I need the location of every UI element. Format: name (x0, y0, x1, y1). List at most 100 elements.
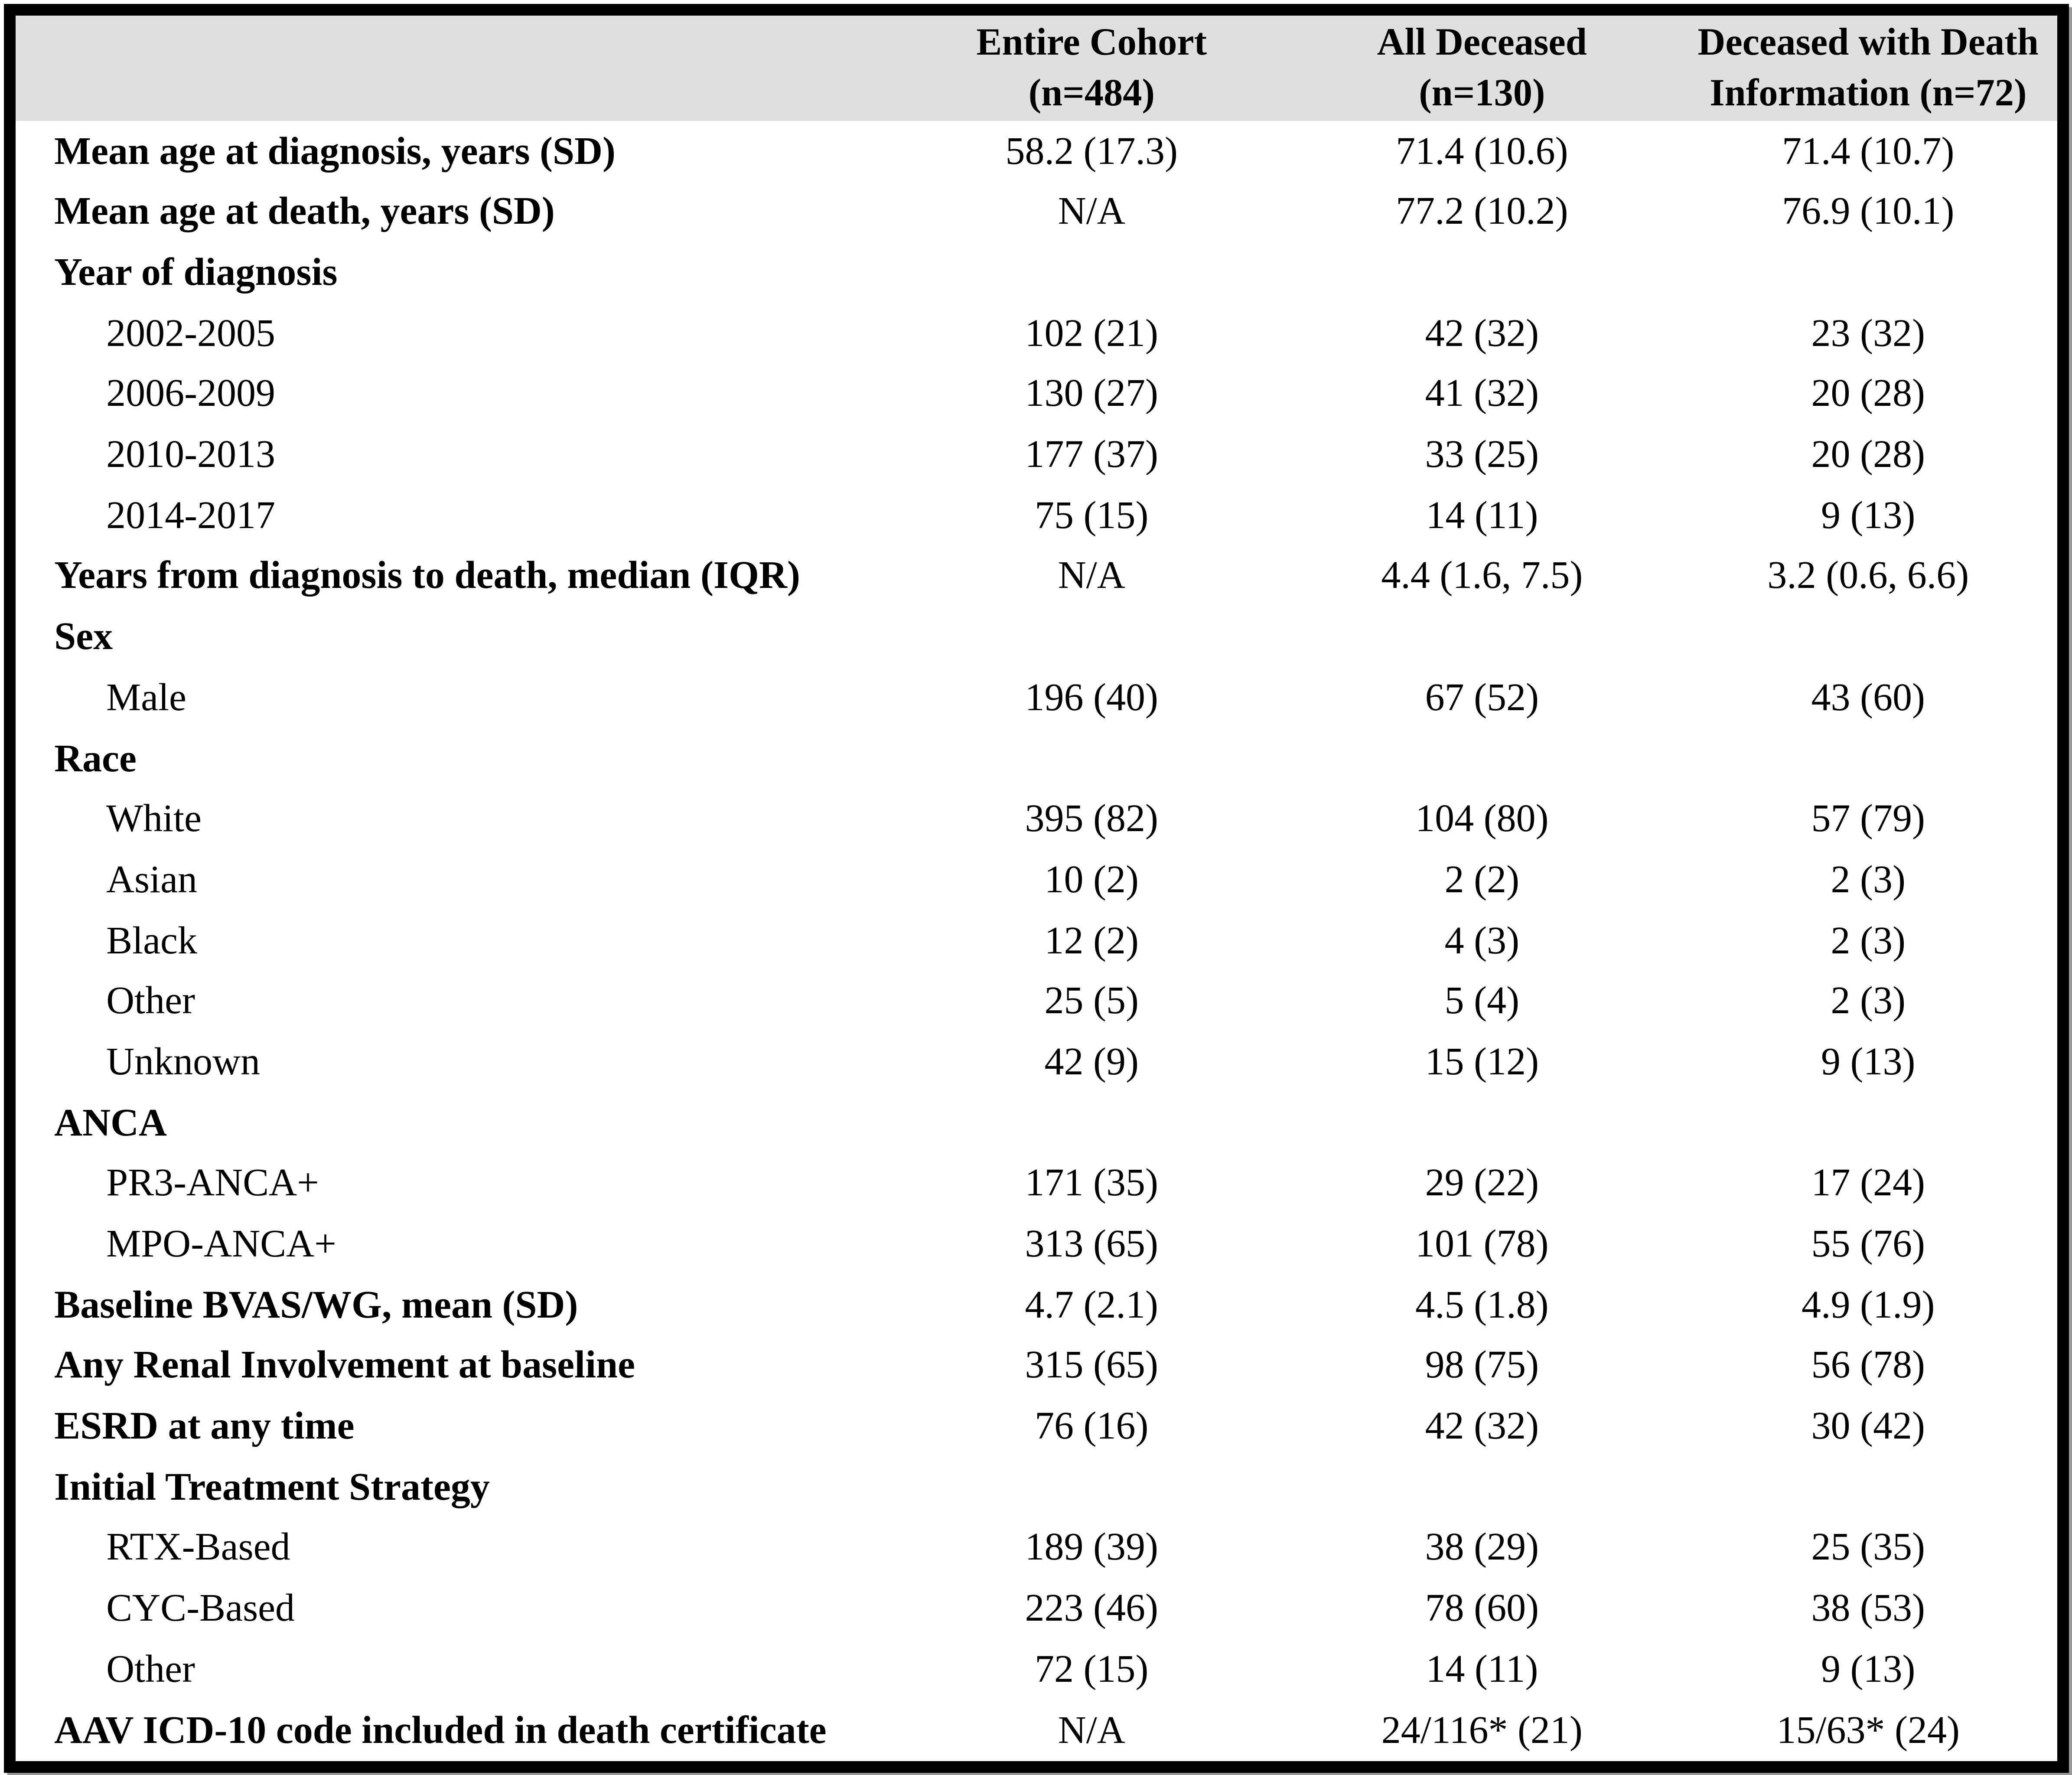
table-row: Year of diagnosis (10, 243, 2063, 303)
table-row: Any Renal Involvement at baseline 315 (65… (10, 1336, 2063, 1397)
row-label: 2010-2013 (106, 433, 276, 476)
cell-value: N/A (1058, 190, 1125, 233)
cell-value: 15/63* (24) (1776, 1708, 1960, 1752)
table-row: Unknown 42 (9) 15 (12) 9 (13) (10, 1032, 2063, 1093)
cell-value: 395 (82) (1025, 797, 1158, 841)
cell-value: 9 (13) (1821, 1648, 1916, 1691)
column-header-all-deceased: All Deceased (n=130) (1284, 10, 1680, 121)
header-row: Entire Cohort (n=484) All Deceased (n=13… (9, 10, 2063, 121)
cell-value (1284, 607, 1679, 668)
row-label: Asian (106, 858, 198, 901)
cell-value (899, 729, 1284, 790)
cell-value: 29 (22) (1425, 1162, 1539, 1205)
table-row: PR3-ANCA+ 171 (35) 29 (22) 17 (24) (10, 1154, 2063, 1214)
row-label: Race (54, 737, 137, 780)
header-empty-cell (9, 10, 899, 121)
cell-value: 58.2 (17.3) (1005, 129, 1178, 173)
cell-value: 104 (80) (1415, 797, 1549, 841)
cell-value: 77.2 (10.2) (1396, 190, 1568, 233)
cell-value: 25 (5) (1044, 979, 1139, 1023)
row-label: White (106, 797, 202, 841)
table-row: ESRD at any time 76 (16) 42 (32) 30 (42) (10, 1397, 2063, 1457)
cell-value (1679, 607, 2062, 668)
table-row: Other 25 (5) 5 (4) 2 (3) (10, 972, 2063, 1032)
cell-value: 2 (2) (1444, 858, 1520, 901)
row-label: Unknown (106, 1040, 261, 1083)
cell-value: 41 (32) (1425, 372, 1539, 416)
table-row: Years from diagnosis to death, median (I… (10, 546, 2063, 607)
table-row: MPO-ANCA+ 313 (65) 101 (78) 55 (76) (10, 1214, 2063, 1275)
cell-value: 33 (25) (1425, 433, 1539, 476)
table-row: Baseline BVAS/WG, mean (SD) 4.7 (2.1) 4.5 … (10, 1275, 2063, 1336)
row-label: Sex (54, 615, 113, 659)
cell-value: 43 (60) (1811, 676, 1925, 719)
cell-value: 75 (15) (1035, 494, 1149, 537)
cell-value: 55 (76) (1811, 1223, 1925, 1266)
cell-value: 24/116* (21) (1381, 1708, 1583, 1752)
cell-value (1679, 243, 2062, 303)
row-label: Mean age at diagnosis, years (SD) (54, 129, 616, 173)
cell-value: 196 (40) (1025, 676, 1158, 719)
cell-value: 4.4 (1.6, 7.5) (1381, 555, 1583, 598)
row-label: CYC-Based (106, 1587, 295, 1630)
column-header-entire-cohort: Entire Cohort (n=484) (899, 10, 1285, 121)
table-row: 2014-2017 75 (15) 14 (11) 9 (13) (10, 486, 2063, 546)
row-label: Mean age at death, years (SD) (54, 190, 555, 233)
table-row: Race (10, 729, 2063, 790)
cell-value: 189 (39) (1025, 1526, 1158, 1569)
cell-value (1679, 1093, 2062, 1154)
cell-value: N/A (1058, 555, 1125, 598)
row-label: Any Renal Involvement at baseline (54, 1344, 635, 1387)
cell-value (1679, 1457, 2062, 1518)
row-label: Black (106, 919, 198, 962)
table-row: Sex (10, 607, 2063, 668)
cell-value: 17 (24) (1811, 1162, 1925, 1205)
table-row: 2006-2009 130 (27) 41 (32) 20 (28) (10, 364, 2063, 425)
cell-value: 67 (52) (1425, 676, 1539, 719)
cell-value: 101 (78) (1415, 1223, 1549, 1266)
cell-value: 42 (32) (1425, 312, 1539, 355)
table-row: AAV ICD-10 code included in death certif… (10, 1700, 2063, 1767)
cell-value: 42 (9) (1044, 1040, 1139, 1083)
cell-value: N/A (1058, 1708, 1125, 1752)
cell-value (899, 1457, 1284, 1518)
cell-value: 223 (46) (1025, 1587, 1158, 1630)
table-row: Male 196 (40) 67 (52) 43 (60) (10, 668, 2063, 728)
cell-value: 20 (28) (1811, 433, 1925, 476)
cell-value (1284, 243, 1679, 303)
table-row: 2010-2013 177 (37) 33 (25) 20 (28) (10, 425, 2063, 486)
cell-value: 313 (65) (1025, 1223, 1158, 1266)
cell-value: 57 (79) (1811, 797, 1925, 841)
cell-value: 78 (60) (1425, 1587, 1539, 1630)
row-label: Other (106, 979, 195, 1023)
row-label: Male (106, 676, 186, 719)
table-row: CYC-Based 223 (46) 78 (60) 38 (53) (10, 1579, 2063, 1639)
row-label: RTX-Based (106, 1526, 290, 1569)
cell-value (1284, 729, 1679, 790)
cell-value: 9 (13) (1821, 494, 1916, 537)
cell-value: 98 (75) (1425, 1344, 1539, 1387)
cohort-characteristics-table: Entire Cohort (n=484) All Deceased (n=13… (3, 4, 2069, 1773)
cell-value: 38 (29) (1425, 1526, 1539, 1569)
row-label: ESRD at any time (54, 1405, 355, 1448)
cell-value: 76 (16) (1035, 1405, 1149, 1448)
table-row: Mean age at diagnosis, years (SD) 58.2 (1… (10, 121, 2063, 182)
cell-value: 4.7 (2.1) (1025, 1283, 1158, 1327)
row-label: Other (106, 1648, 195, 1691)
cell-value: 56 (78) (1811, 1344, 1925, 1387)
cell-value (899, 607, 1284, 668)
cell-value: 171 (35) (1025, 1162, 1158, 1205)
cell-value: 12 (2) (1044, 919, 1139, 962)
row-label: ANCA (54, 1101, 167, 1144)
cell-value: 10 (2) (1044, 858, 1139, 901)
cell-value: 14 (11) (1426, 1648, 1538, 1691)
cell-value (899, 243, 1284, 303)
cell-value: 102 (21) (1025, 312, 1158, 355)
row-label: PR3-ANCA+ (106, 1162, 319, 1205)
cell-value: 315 (65) (1025, 1344, 1158, 1387)
cell-value: 4 (3) (1444, 919, 1520, 962)
cell-value: 2 (3) (1831, 979, 1906, 1023)
cell-value: 30 (42) (1811, 1405, 1925, 1448)
cell-value: 9 (13) (1821, 1040, 1916, 1083)
